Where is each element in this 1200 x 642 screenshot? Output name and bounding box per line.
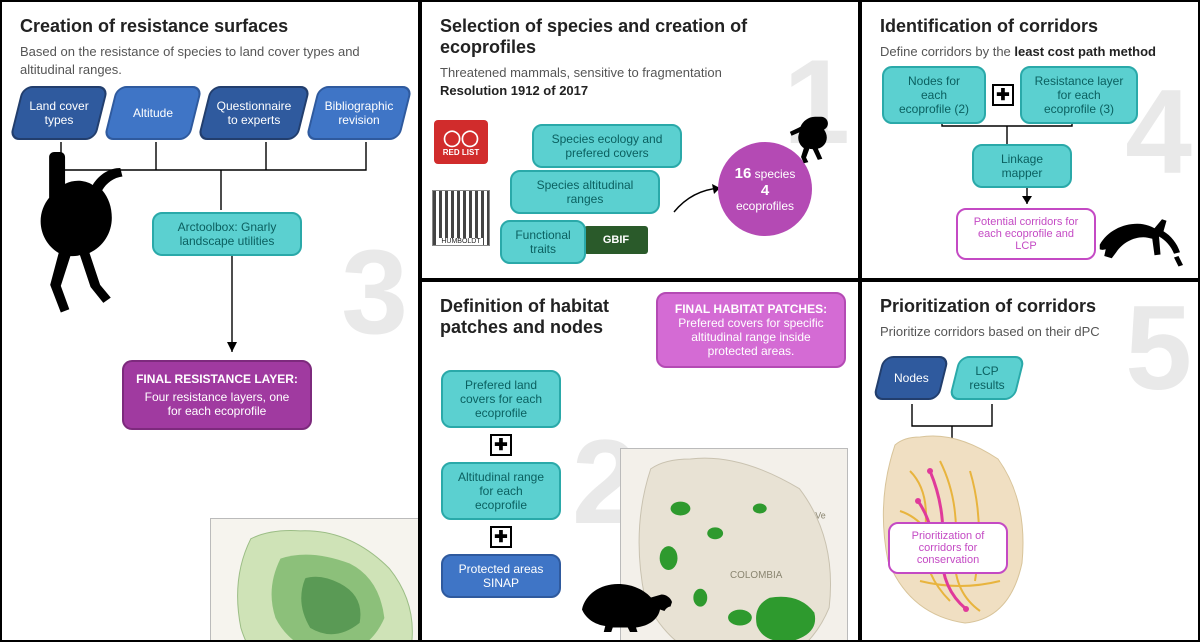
box-final-resistance: FINAL RESISTANCE LAYER: Four resistance … [122,360,312,430]
input-questionnaire: Questionnaire to experts [197,86,310,140]
svg-text:COLOMBIA: COLOMBIA [730,570,783,581]
svg-text:Ve: Ve [815,510,825,520]
box-linkage-mapper: Linkage mapper [972,144,1072,188]
box-altitudinal-ranges: Species altitudinal ranges [510,170,660,214]
box-prioritization-out: Prioritization of corridors for conserva… [888,522,1008,574]
map-colombia-resistance [210,518,420,642]
plus-icon: ✚ [490,434,512,456]
logo-humboldt: HUMBOLDT [432,190,490,246]
box-species-ecology: Species ecology and prefered covers [532,124,682,168]
box-arctoolbox: Arctoolbox: Gnarly landscape utilities [152,212,302,256]
input-land-cover: Land cover types [9,86,108,140]
box-functional-traits: Functional traits [500,220,586,264]
box-potential-corridors: Potential corridors for each ecoprofile … [956,208,1096,260]
box-final-habitat: FINAL HABITAT PATCHES: Prefered covers f… [656,292,846,368]
panel-3-resistance: 3 Creation of resistance surfaces Based … [0,0,420,642]
connector-tool-to-final [222,252,242,362]
panel-4-corridors: 4 Identification of corridors Define cor… [860,0,1200,280]
input-lcp: LCP results [949,356,1026,400]
logo-redlist: ◯◯ RED LIST [434,120,490,164]
box-protected-areas: Protected areas SINAP [441,554,561,598]
panel-1-sub: Threatened mammals, sensitive to fragmen… [440,64,844,99]
box-nodes-ecoprofile: Nodes for each ecoprofile (2) [882,66,986,124]
tapir-icon [572,572,682,632]
panel-2-habitat: 2 Definition of habitat patches and node… [420,280,860,642]
panel-5-title: Prioritization of corridors [880,296,1184,317]
box-altitudinal-range: Altitudinal range for each ecoprofile [441,462,561,520]
panel-3-sub: Based on the resistance of species to la… [20,43,404,78]
input-bibliographic: Bibliographic revision [305,86,412,140]
panel-5-prioritization: 5 Prioritization of corridors Prioritize… [860,280,1200,642]
box-resistance-layer: Resistance layer for each ecoprofile (3) [1020,66,1138,124]
step-number-3: 3 [341,232,408,352]
plus-icon: ✚ [992,84,1014,106]
spider-monkey-icon [26,152,136,322]
panel-1-title: Selection of species and creation of eco… [440,16,844,58]
input-altitude: Altitude [103,86,202,140]
panel-4-title: Identification of corridors [880,16,1184,37]
panel-4-sub: Define corridors by the least cost path … [880,43,1184,61]
plus-icon: ✚ [490,526,512,548]
panel-1-ecoprofiles: 1 Selection of species and creation of e… [420,0,860,280]
panel-5-sub: Prioritize corridors based on their dPC [880,323,1184,341]
box-prefered-covers: Prefered land covers for each ecoprofile [441,370,561,428]
fox-icon [1096,214,1186,268]
panel-2-title: Definition of habitat patches and nodes [440,296,650,338]
monkey-icon [782,110,838,166]
panel-3-title: Creation of resistance surfaces [20,16,404,37]
input-nodes: Nodes [873,356,950,400]
logo-gbif: GBIF [584,226,648,254]
